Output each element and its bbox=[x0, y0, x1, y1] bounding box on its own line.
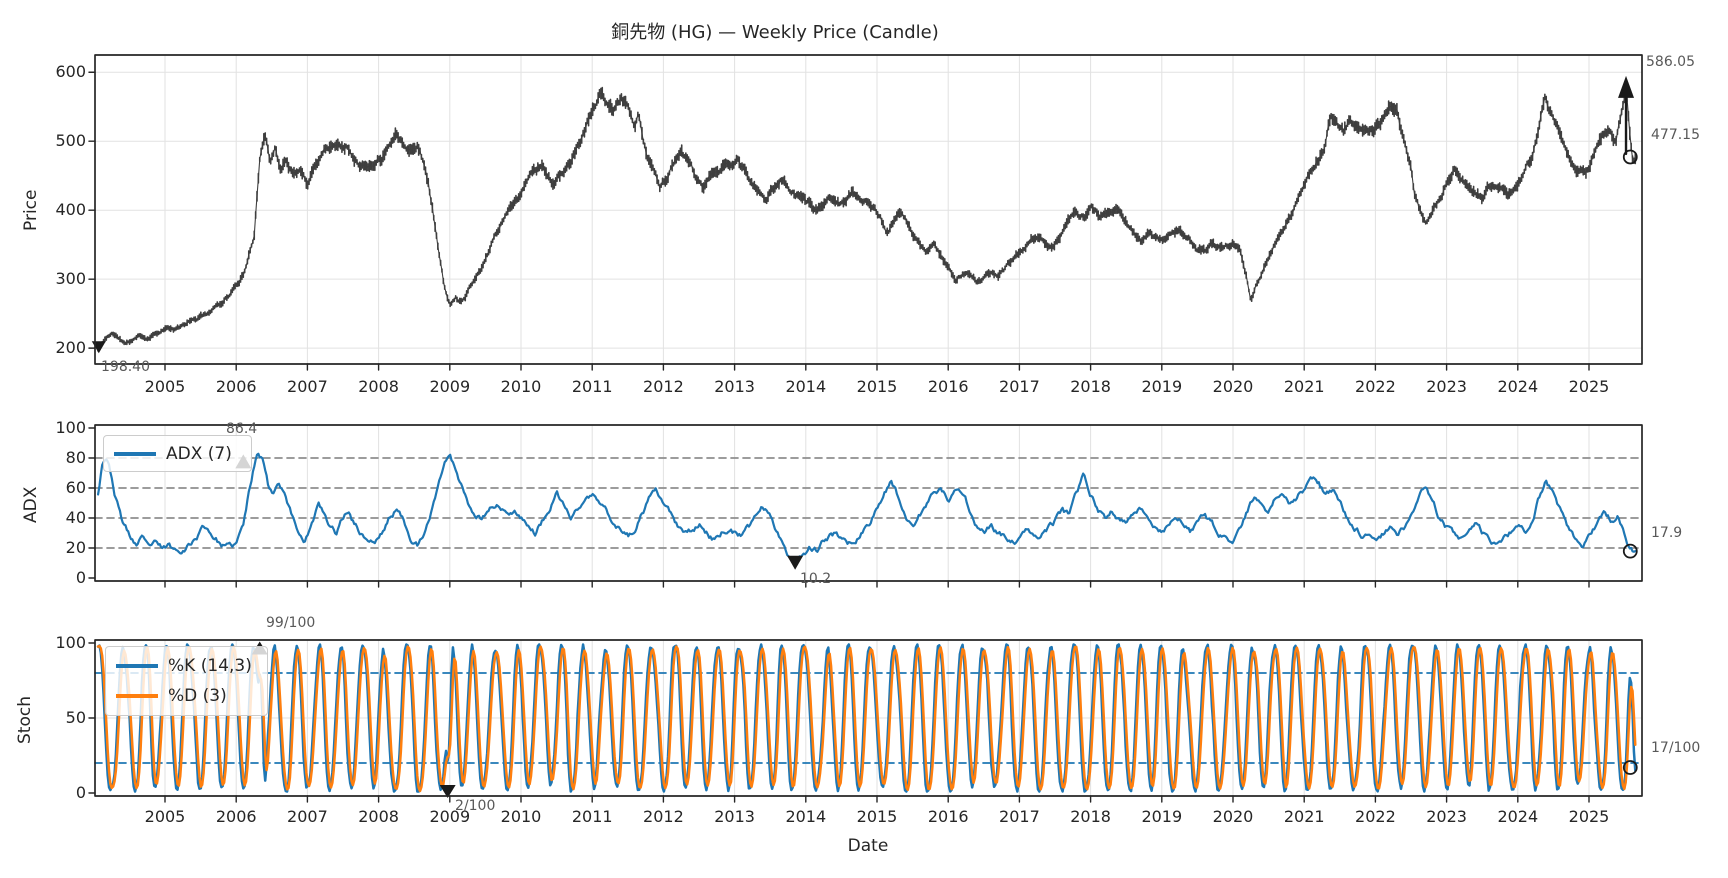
stoch-x-tick-label: 2019 bbox=[1141, 807, 1183, 826]
stoch-y-tick-label: 0 bbox=[75, 783, 86, 802]
stoch-x-tick-label: 2011 bbox=[571, 807, 613, 826]
price-y-tick-label: 300 bbox=[55, 269, 86, 289]
stoch-y-tick-label: 100 bbox=[55, 633, 86, 652]
price-x-tick-label: 2016 bbox=[927, 377, 969, 396]
price-x-tick-label: 2017 bbox=[999, 377, 1040, 396]
adx-min-annotation: 10.2 bbox=[800, 571, 832, 587]
adx-last-annotation: 17.9 bbox=[1651, 525, 1683, 541]
stoch-legend-entry-k: %K (14,3) bbox=[116, 656, 257, 676]
adx-y-tick-label: 100 bbox=[55, 418, 86, 437]
adx-y-tick-label: 80 bbox=[65, 448, 86, 467]
price-x-tick-label: 2007 bbox=[287, 377, 328, 396]
price-x-tick-label: 2014 bbox=[785, 377, 827, 396]
percent-d-line-swatch bbox=[116, 694, 158, 698]
price-x-tick-label: 2021 bbox=[1283, 377, 1325, 396]
stoch-x-tick-label: 2008 bbox=[358, 807, 399, 826]
percent-d-legend-label: %D (3) bbox=[168, 686, 227, 706]
adx-legend: ADX (7) bbox=[103, 435, 252, 472]
stoch-x-tick-label: 2009 bbox=[429, 807, 471, 826]
stoch-x-tick-label: 2016 bbox=[927, 807, 969, 826]
price-x-tick-label: 2006 bbox=[215, 377, 257, 396]
x-axis-label: Date bbox=[847, 836, 889, 856]
stoch-x-tick-label: 2012 bbox=[643, 807, 684, 826]
stoch-legend: %K (14,3) %D (3) bbox=[105, 646, 268, 716]
price-last-annotation: 477.15 bbox=[1651, 127, 1700, 143]
adx-y-tick-label: 0 bbox=[75, 568, 86, 587]
price-low-annotation: 198.40 bbox=[101, 359, 150, 375]
price-x-tick-label: 2013 bbox=[714, 377, 755, 396]
price-x-tick-label: 2015 bbox=[856, 377, 898, 396]
stoch-x-tick-label: 2010 bbox=[500, 807, 542, 826]
adx-legend-entry: ADX (7) bbox=[114, 444, 241, 464]
stoch-y-tick-label: 50 bbox=[65, 708, 86, 727]
stoch-min-annotation: 2/100 bbox=[455, 798, 496, 814]
price-x-tick-label: 2025 bbox=[1568, 377, 1610, 396]
stoch-x-tick-label: 2018 bbox=[1070, 807, 1111, 826]
stoch-x-tick-label: 2005 bbox=[144, 807, 186, 826]
adx-y-tick-label: 40 bbox=[65, 508, 86, 527]
stoch-x-tick-label: 2006 bbox=[215, 807, 257, 826]
stoch-max-annotation: 99/100 bbox=[266, 615, 316, 631]
stoch-x-tick-label: 2020 bbox=[1212, 807, 1254, 826]
stoch-x-tick-label: 2025 bbox=[1568, 807, 1610, 826]
adx-y-tick-label: 20 bbox=[65, 538, 86, 557]
adx-legend-label: ADX (7) bbox=[166, 443, 232, 464]
stoch-last-annotation: 17/100 bbox=[1651, 740, 1701, 756]
stoch-x-tick-label: 2013 bbox=[714, 807, 755, 826]
percent-k-line-swatch bbox=[116, 664, 158, 668]
stoch-x-tick-label: 2023 bbox=[1426, 807, 1467, 826]
stoch-x-tick-label: 2021 bbox=[1283, 807, 1325, 826]
price-x-tick-label: 2024 bbox=[1497, 377, 1539, 396]
stoch-x-tick-label: 2017 bbox=[999, 807, 1040, 826]
price-y-tick-label: 400 bbox=[55, 200, 86, 220]
stoch-x-tick-label: 2015 bbox=[856, 807, 898, 826]
price-x-tick-label: 2023 bbox=[1426, 377, 1467, 396]
price-x-tick-label: 2018 bbox=[1070, 377, 1111, 396]
stoch-x-tick-label: 2007 bbox=[287, 807, 328, 826]
chart-title: 銅先物 (HG) — Weekly Price (Candle) bbox=[611, 22, 939, 43]
stoch-x-tick-label: 2022 bbox=[1355, 807, 1396, 826]
price-x-tick-label: 2011 bbox=[571, 377, 613, 396]
adx-line-swatch bbox=[114, 451, 156, 456]
price-y-tick-label: 200 bbox=[55, 338, 86, 358]
price-high-annotation: 586.05 bbox=[1646, 54, 1695, 70]
adx-max-annotation: 86.4 bbox=[226, 421, 258, 437]
price-x-tick-label: 2009 bbox=[429, 377, 471, 396]
price-y-tick-label: 600 bbox=[55, 62, 86, 82]
price-x-tick-label: 2010 bbox=[500, 377, 542, 396]
adx-y-tick-label: 60 bbox=[65, 478, 86, 497]
percent-k-legend-label: %K (14,3) bbox=[168, 656, 252, 676]
price-x-tick-label: 2005 bbox=[144, 377, 186, 396]
stoch-axis-label: Stoch bbox=[15, 696, 35, 744]
stoch-x-tick-label: 2014 bbox=[785, 807, 827, 826]
price-x-tick-label: 2008 bbox=[358, 377, 399, 396]
price-x-tick-label: 2020 bbox=[1212, 377, 1254, 396]
stoch-legend-entry-d: %D (3) bbox=[116, 686, 257, 706]
price-y-tick-label: 500 bbox=[55, 131, 86, 151]
price-x-tick-label: 2019 bbox=[1141, 377, 1183, 396]
stoch-x-tick-label: 2024 bbox=[1497, 807, 1539, 826]
price-x-tick-label: 2012 bbox=[643, 377, 684, 396]
price-x-tick-label: 2022 bbox=[1355, 377, 1396, 396]
